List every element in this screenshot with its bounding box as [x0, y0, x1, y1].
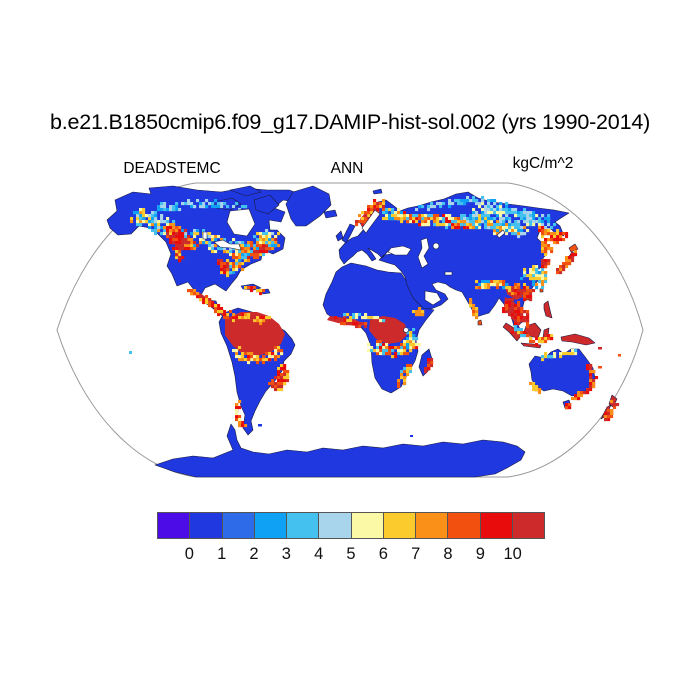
lake-victoria — [403, 327, 409, 333]
new-guinea — [560, 333, 596, 346]
colorbar-tick-label: 3 — [281, 545, 291, 563]
colorbar-tick-label: 5 — [346, 545, 356, 563]
colorbar-cell-1 — [189, 513, 222, 538]
colorbar-tick-label: 10 — [503, 545, 522, 563]
ireland — [335, 230, 344, 242]
svalbard — [372, 188, 383, 195]
island-kerguelen — [410, 435, 413, 437]
colorbar-cell-6 — [350, 513, 383, 538]
java — [520, 342, 542, 349]
island-fiji — [618, 354, 621, 357]
colorbar-tick-label: 1 — [217, 545, 227, 563]
antarctica — [154, 423, 526, 478]
variable-label: DEADSTEMC — [123, 160, 221, 177]
colorbar-cell-0 — [158, 513, 190, 538]
colorbar-cell-5 — [318, 513, 351, 538]
colorbar-cell-11 — [511, 513, 544, 538]
iceland — [323, 209, 338, 219]
colorbar-tick-label: 0 — [184, 545, 194, 563]
philippines — [543, 300, 553, 319]
congo-core — [369, 316, 407, 344]
colorbar — [157, 512, 545, 539]
lake-baikal — [496, 229, 506, 239]
world-map — [56, 182, 644, 478]
arctic-island-baffin — [253, 194, 280, 215]
units-label: kgC/m^2 — [512, 155, 574, 172]
colorbar-cell-10 — [479, 513, 512, 538]
island-new-caledonia — [598, 366, 602, 369]
colorbar-tick-label: 6 — [378, 545, 388, 563]
island-hawaii — [129, 351, 132, 354]
hokkaido — [568, 243, 579, 253]
season-label: ANN — [330, 160, 364, 177]
greenland — [285, 185, 332, 227]
black-sea — [387, 245, 412, 256]
colorbar-tick-label: 8 — [443, 545, 453, 563]
island-solomons — [598, 347, 602, 350]
colorbar-cell-9 — [447, 513, 480, 538]
colorbar-cell-8 — [415, 513, 448, 538]
map-frame — [56, 182, 644, 478]
colorbar-tick-label: 2 — [249, 545, 259, 563]
mottled-cells-layer — [130, 196, 620, 428]
aral-sea — [432, 242, 440, 250]
colorbar-tick-label: 9 — [475, 545, 485, 563]
baltic-sea — [361, 209, 381, 234]
sri-lanka — [477, 319, 483, 326]
colorbar-ticks: 0 1 2 3 4 5 6 7 8 9 10 — [157, 545, 545, 567]
inland-water-layer — [202, 208, 506, 333]
lake-winnipeg — [202, 231, 208, 240]
arabia-empty-quarter — [424, 290, 442, 306]
colorbar-cell-4 — [286, 513, 319, 538]
madagascar — [418, 348, 433, 377]
lake-balkhash — [444, 271, 453, 276]
arctic-island-queen-elizabeth — [229, 185, 262, 197]
colorbar-tick-label: 4 — [314, 545, 324, 563]
amazon-core — [225, 312, 285, 356]
colorbar-cell-2 — [221, 513, 254, 538]
hudson-bay — [226, 208, 256, 237]
plot-title: b.e21.B1850cmip6.f09_g17.DAMIP-hist-sol.… — [49, 110, 651, 134]
caspian-sea — [417, 237, 430, 269]
island-falklands — [258, 424, 262, 427]
colorbar-tick-label: 7 — [411, 545, 421, 563]
great-lakes — [213, 239, 242, 251]
colorbar-cell-3 — [253, 513, 286, 538]
colorbar-cell-7 — [382, 513, 415, 538]
